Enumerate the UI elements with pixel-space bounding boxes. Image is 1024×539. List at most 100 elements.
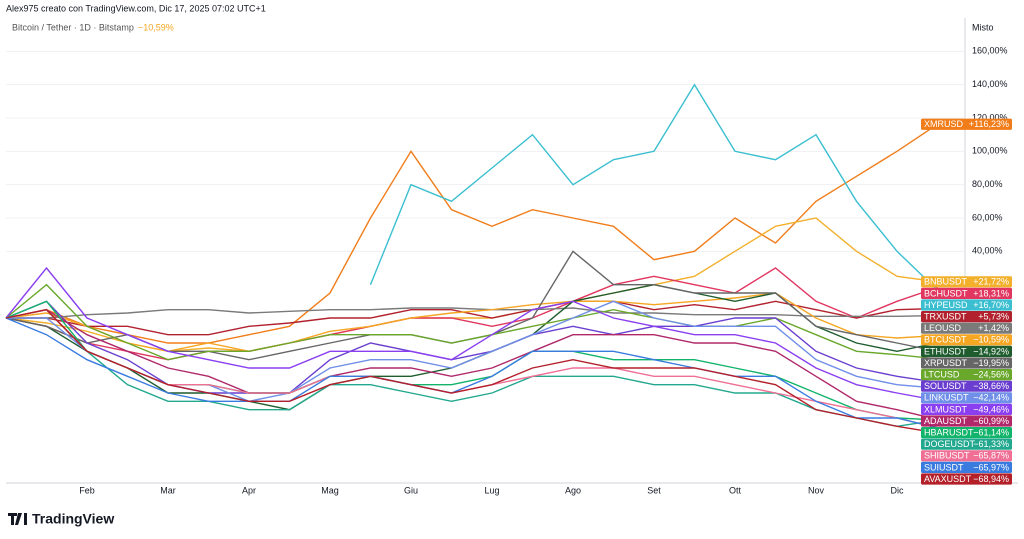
- tag-box: [921, 357, 1012, 369]
- data-label: −60,99%: [973, 416, 1009, 426]
- x-tick-label: Ago: [565, 485, 581, 495]
- y-tick-label: 60,00%: [972, 212, 1003, 222]
- x-tick-label: Lug: [484, 485, 499, 495]
- data-label: −14,92%: [973, 346, 1009, 356]
- y-tick-label: 100,00%: [972, 146, 1008, 156]
- tag-box: [921, 427, 1012, 439]
- legend-entry: ADAUSDT: [924, 416, 968, 426]
- tag-box: [921, 473, 1012, 485]
- tag-box: [921, 392, 1012, 404]
- data-label: +1,42%: [978, 323, 1009, 333]
- brand: TradingView: [32, 511, 114, 527]
- data-label: −24,56%: [973, 369, 1009, 379]
- x-tick-label: Mag: [321, 485, 339, 495]
- series-line: [5, 317, 938, 429]
- legend-entry: SOLUSDT: [924, 381, 967, 391]
- series-tag: XMRUSD +116,23%: [921, 118, 1012, 130]
- y-tick-label: 80,00%: [972, 179, 1003, 189]
- tag-box: [921, 299, 1012, 311]
- data-label: +16,70%: [973, 300, 1009, 310]
- legend-entry: HBARUSDT: [924, 427, 974, 437]
- series-tag: XLMUSDT −49,46%: [921, 403, 1012, 415]
- tag-box: [921, 450, 1012, 462]
- legend-entry: SHIBUSDT: [924, 451, 970, 461]
- legend-entry: XMRUSD: [924, 119, 964, 129]
- chart-title: Bitcoin / Tether · 1D · Bitstamp: [12, 22, 134, 32]
- credit: Alex975 creato con TradingView.com, Dic …: [6, 3, 266, 13]
- tag-box: [921, 276, 1012, 288]
- series-tag: LEOUSD +1,42%: [921, 322, 1012, 334]
- series-tag: BCHUSDT +18,31%: [921, 287, 1012, 299]
- series-line: [5, 300, 938, 394]
- series-tag: XRPUSDT −19,95%: [921, 357, 1012, 369]
- data-label: −65,87%: [973, 451, 1009, 461]
- series-line: [369, 83, 938, 291]
- series-tag: ETHUSDT −14,92%: [921, 345, 1012, 357]
- legend-entry: LEOUSD: [924, 323, 962, 333]
- x-tick-label: Set: [647, 485, 661, 495]
- legend-entry: SUIUSDT: [924, 462, 964, 472]
- series-tag: HBARUSDT −61,14%: [921, 427, 1012, 439]
- data-label: +5,73%: [978, 311, 1009, 321]
- series-line: [6, 300, 938, 336]
- x-tick-label: Giu: [404, 485, 418, 495]
- legend-entry: HYPEUSD: [924, 300, 968, 310]
- data-label: −61,14%: [973, 427, 1009, 437]
- data-label: +21,72%: [973, 277, 1009, 287]
- legend-entry: XLMUSDT: [924, 404, 968, 414]
- data-label: −19,95%: [973, 358, 1009, 368]
- series-line: [5, 308, 938, 428]
- tag-box: [921, 380, 1012, 392]
- series-tag: TRXUSDT +5,73%: [921, 311, 1012, 323]
- legend-entry: XRPUSDT: [924, 358, 968, 368]
- tag-box: [921, 311, 1012, 323]
- tag-box: [921, 369, 1012, 381]
- legend-entry: ETHUSDT: [924, 346, 967, 356]
- data-label: −49,46%: [973, 404, 1009, 414]
- x-tick-label: Apr: [242, 485, 256, 495]
- scale-mode: Misto: [972, 22, 994, 32]
- series-tag: AVAXUSDT −68,94%: [921, 473, 1012, 485]
- legend-entry: BCHUSDT: [924, 288, 968, 298]
- series-tag: SUIUSDT −65,97%: [921, 461, 1012, 473]
- x-tick-label: Nov: [808, 485, 825, 495]
- series-line: [5, 308, 938, 421]
- series-tag: ADAUSDT −60,99%: [921, 415, 1012, 427]
- data-label: +18,31%: [973, 288, 1009, 298]
- x-tick-label: Mar: [160, 485, 176, 495]
- data-label: −61,33%: [973, 439, 1009, 449]
- x-tick-label: Feb: [79, 485, 95, 495]
- series-tag: SHIBUSDT −65,87%: [921, 450, 1012, 462]
- legend-entry: BNBUSDT: [924, 277, 968, 287]
- series-line: [6, 307, 938, 319]
- data-label: −38,66%: [973, 381, 1009, 391]
- data-label: +116,23%: [969, 119, 1009, 129]
- series-tag: DOGEUSDT−61,33%: [921, 438, 1012, 450]
- tag-box: [921, 438, 1012, 450]
- data-label: −10,59%: [973, 335, 1009, 345]
- series-line: [6, 300, 938, 403]
- series-line: [5, 217, 938, 353]
- x-tick-label: Ott: [729, 485, 742, 495]
- data-label: −65,97%: [973, 462, 1009, 472]
- legend-entry: DOGEUSDT: [924, 439, 976, 449]
- series-line: [5, 123, 938, 344]
- tag-box: [921, 461, 1012, 473]
- tag-box: [921, 415, 1012, 427]
- legend-entry: TRXUSDT: [924, 311, 967, 321]
- tag-box: [921, 118, 1012, 130]
- y-tick-label: 140,00%: [972, 79, 1008, 89]
- tag-box: [921, 322, 1012, 334]
- title-change: −10,59%: [138, 22, 174, 32]
- series-line: [5, 266, 938, 402]
- x-tick-label: Dic: [891, 485, 904, 495]
- tag-box: [921, 345, 1012, 357]
- tag-box: [921, 334, 1012, 346]
- series-line: [5, 283, 938, 361]
- series-line: [5, 267, 938, 361]
- series-tag: HYPEUSD +16,70%: [921, 299, 1012, 311]
- legend-entry: AVAXUSDT: [924, 474, 972, 484]
- tag-box: [921, 287, 1012, 299]
